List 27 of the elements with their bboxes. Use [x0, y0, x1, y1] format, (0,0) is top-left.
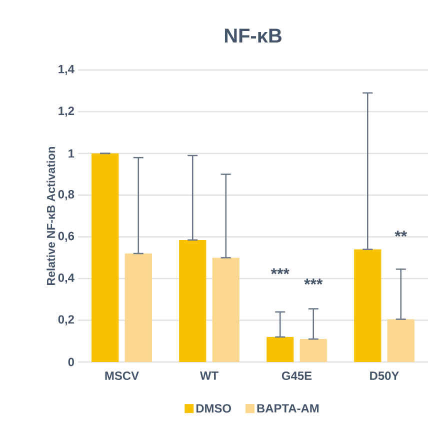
x-tick-label: G45E	[282, 372, 312, 380]
bar	[179, 240, 206, 362]
chart-title: NF-κB	[224, 28, 282, 42]
legend-label: DMSO	[196, 404, 232, 413]
annotation: ***	[304, 278, 323, 285]
y-tick-label: 1	[68, 149, 74, 158]
y-tick-label: 0	[68, 358, 74, 366]
legend-label: BAPTA-AM	[257, 404, 319, 412]
bar	[212, 258, 240, 362]
y-axis-title: Relative NF-κB Activation	[46, 147, 56, 285]
bar	[124, 254, 152, 362]
bar	[387, 319, 414, 362]
annotation: ***	[270, 268, 290, 274]
bar	[266, 336, 294, 362]
bar	[354, 249, 382, 362]
y-tick-label: 0,4	[58, 273, 74, 284]
annotation: **	[394, 230, 408, 237]
y-tick-label: 1,4	[58, 64, 74, 76]
bar	[300, 339, 327, 362]
y-tick-label: 0,8	[58, 190, 74, 200]
y-tick-label: 0,2	[58, 315, 74, 326]
bar	[92, 153, 119, 362]
x-tick-label: D50Y	[370, 372, 400, 380]
x-tick-label: MSCV	[105, 372, 139, 380]
x-tick-label: WT	[200, 372, 218, 380]
y-tick-label: 1,2	[58, 106, 74, 117]
y-tick-label: 0,6	[58, 232, 74, 242]
